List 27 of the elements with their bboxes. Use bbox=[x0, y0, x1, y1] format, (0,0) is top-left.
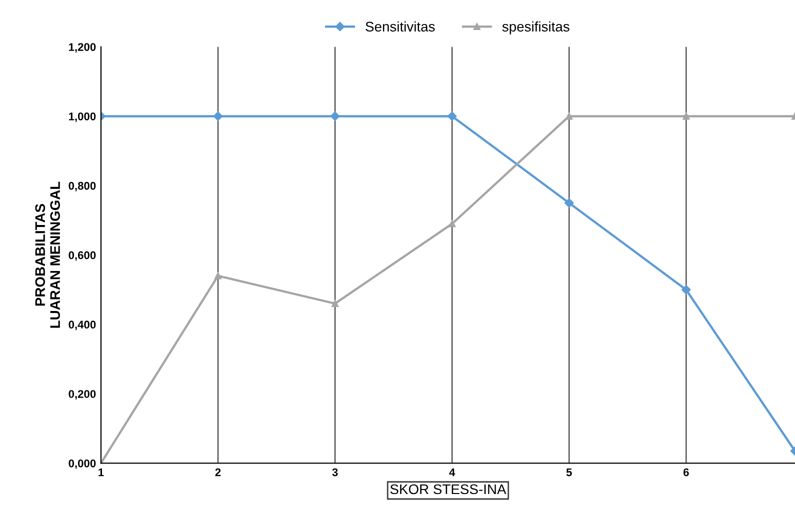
point bbox=[682, 112, 690, 120]
point bbox=[564, 198, 574, 208]
point bbox=[682, 285, 691, 294]
point bbox=[447, 112, 457, 121]
legend-label: Sensitivitas bbox=[366, 21, 435, 32]
x-tick-label: 3 bbox=[332, 468, 338, 476]
y-axis-title: PROBABILITAS LUARAN MENINGGAL bbox=[35, 182, 60, 328]
point bbox=[566, 112, 573, 120]
point bbox=[214, 272, 222, 280]
y-tick-label: 0,200 bbox=[68, 390, 96, 400]
point bbox=[448, 220, 456, 228]
y-tick-label: 1,200 bbox=[69, 43, 96, 53]
y-tick-label: 0,000 bbox=[68, 459, 96, 469]
x-tick-label: 5 bbox=[566, 468, 572, 476]
point bbox=[330, 112, 340, 121]
y-tick-label: 0,800 bbox=[68, 182, 96, 192]
x-tick-label: 4 bbox=[449, 468, 456, 476]
y-tick-label: 0,600 bbox=[68, 251, 96, 261]
x-tick-label: 2 bbox=[215, 468, 221, 476]
x-tick-label: 1 bbox=[98, 468, 104, 476]
x-axis-title: SKOR STESS-INA bbox=[390, 484, 506, 494]
point bbox=[213, 112, 223, 121]
x-tick-label: 6 bbox=[683, 468, 689, 476]
point bbox=[332, 300, 339, 308]
y-tick-label: 0,400 bbox=[68, 320, 96, 330]
legend-label: spesifisitas bbox=[502, 21, 570, 34]
y-tick-label: 1,000 bbox=[69, 112, 96, 122]
